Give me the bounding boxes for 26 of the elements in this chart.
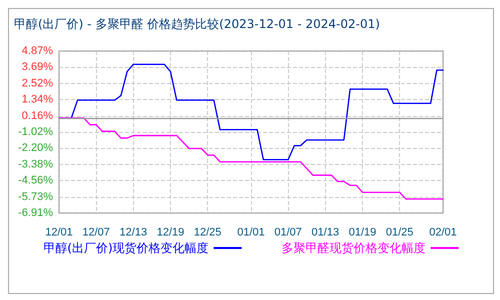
x-tick-label: 12/13 (120, 226, 148, 238)
y-tick-label: 0.16% (22, 110, 54, 122)
x-tick-label: 01/25 (386, 226, 414, 238)
x-tick-label: 01/19 (348, 226, 376, 238)
y-tick-label: 2.52% (22, 77, 54, 90)
y-tick-label: -1.02% (18, 126, 54, 138)
y-tick-label: -4.56% (18, 174, 54, 187)
x-tick-label: 02/01 (429, 226, 457, 238)
chart-title: 甲醇(出厂价) - 多聚甲醛 价格趋势比较(2023-12-01 - 2024-02-01) (14, 17, 380, 31)
y-tick-label: -3.38% (18, 158, 54, 170)
legend-label: 多聚甲醛现货价格变化幅度 (282, 241, 426, 255)
y-tick-label: -6.91% (18, 207, 54, 219)
y-tick-label: 4.87% (22, 45, 54, 57)
x-tick-label: 12/25 (194, 226, 222, 238)
y-tick-label: -2.20% (18, 142, 54, 154)
x-tick-label: 12/19 (156, 226, 184, 238)
x-tick-label: 01/07 (274, 226, 302, 238)
y-tick-label: 3.69% (22, 61, 54, 74)
x-tick-label: 12/07 (82, 226, 110, 238)
x-tick-label: 01/13 (312, 226, 340, 238)
x-tick-label: 12/01 (45, 226, 73, 238)
line-series (58, 117, 444, 200)
x-tick-label: 01/01 (237, 226, 265, 238)
y-tick-label: -5.73% (18, 190, 54, 203)
legend-label: 甲醇(出厂价)现货价格变化幅度 (43, 241, 209, 255)
y-tick-label: 1.34% (22, 94, 54, 106)
